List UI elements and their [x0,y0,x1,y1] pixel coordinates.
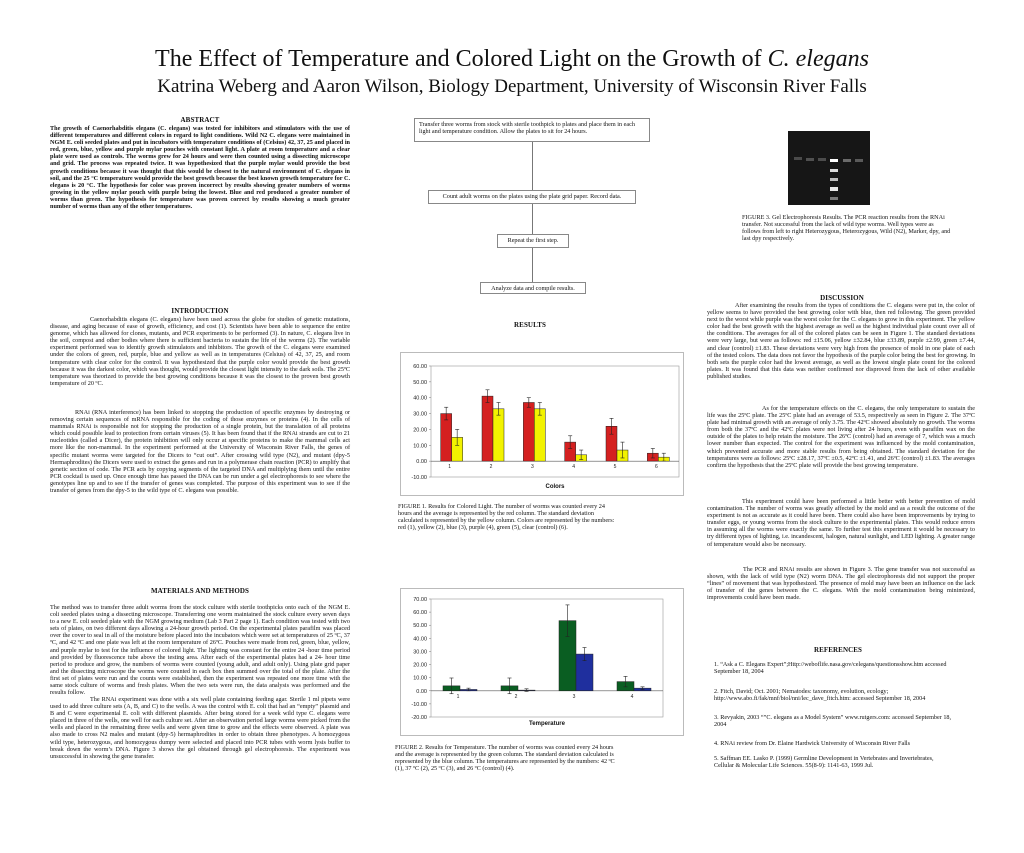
x-tick-label: 6 [655,464,658,470]
results-heading: RESULTS [514,321,546,329]
reference-item: 2. Fitch, David; Oct. 2001; Nematodes: t… [714,688,926,703]
reference-item: 3. Revyakin, 2003 “”C. elegans as a Mode… [714,714,952,729]
y-tick-label: 0.00 [416,689,427,695]
y-tick-label: 40.00 [413,396,427,402]
reference-item: 4. RNAi review from Dr. Elaine Hardwick … [714,740,911,747]
flowchart-step-3: Repeat the first step. [497,234,569,248]
discussion-p3: This experiment could have been performe… [707,498,975,548]
y-tick-label: 30.00 [413,412,427,418]
y-tick-label: 10.00 [413,443,427,449]
figure-2-chart-svg: 70.00 60.00 50.00 40.00 30.00 20.00 10.00 0.00 -… [411,597,664,727]
references-heading: REFERENCES [813,646,863,654]
x-tick-label: 3 [531,464,534,470]
bar [523,402,535,462]
flowchart-step-1: Transfer three worms from stock with ste… [414,118,650,142]
bar [440,413,452,462]
y-tick-label: 20.00 [413,427,427,433]
x-tick-label: 1 [448,464,451,470]
figure-2-chart: 70.00 60.00 50.00 40.00 30.00 20.00 10.00 0.00 -… [400,588,684,736]
flowchart-step-4: Analyze data and compile results. [480,282,586,294]
poster-title: The Effect of Temperature and Colored Li… [0,44,1024,74]
reference-item: 1. “Ask a C. Elegans Expert”;Http://webo… [714,661,947,676]
gel-bands [788,131,870,205]
figure-1-chart-svg: 60.00 50.00 40.00 30.00 20.00 10.00 0.00 -10.00… [411,364,680,490]
y-tick-label: -20.00 [411,715,427,721]
x-tick-label: 3 [573,694,576,700]
figure-1-chart: 60.00 50.00 40.00 30.00 20.00 10.00 0.00 -10.00… [400,352,684,496]
y-tick-label: 50.00 [413,380,427,386]
y-tick-label: 10.00 [413,676,427,682]
y-tick-label: 20.00 [413,663,427,669]
flowchart-connector-3 [532,248,533,282]
poster-title-plain: The Effect of Temperature and Colored Li… [155,46,768,72]
x-tick-label: 4 [631,694,634,700]
flowchart-connector-2 [532,204,533,234]
y-tick-label: -10.00 [411,475,427,481]
poster-authors: Katrina Weberg and Aaron Wilson, Biology… [157,76,867,97]
figure-1-caption: FIGURE 1. Results for Colored Light. The… [398,503,615,532]
introduction-p1: Caenorhabditis elegans (C. elegans) have… [50,316,350,387]
y-tick-label: 60.00 [413,610,427,616]
figure-2-caption: FIGURE 2. Results for Temperature. The n… [395,744,615,773]
y-tick-label: 50.00 [413,623,427,629]
discussion-heading: DISCUSSION [820,294,864,302]
flowchart-connector-1 [532,142,533,190]
bar [492,408,505,462]
plot-area [430,365,680,478]
discussion-p4: The PCR and RNAi results are shown in Fi… [707,566,975,602]
flowchart-step-2: Count adult worms on the plates using th… [428,190,636,204]
x-axis-label: Colors [545,484,565,490]
y-tick-label: -10.00 [411,702,427,708]
methods-heading: MATERIALS AND METHODS [150,587,250,595]
figure-3-caption: FIGURE 3. Gel Electrophoresis Results. T… [742,214,951,243]
x-tick-label: 2 [515,694,518,700]
plot-area [430,598,664,718]
abstract-text: The growth of Caenorhabditis elegans (C.… [50,125,350,211]
x-tick-label: 1 [457,694,460,700]
y-tick-label: 30.00 [413,649,427,655]
y-tick-label: 60.00 [413,364,427,370]
x-tick-label: 4 [572,464,575,470]
introduction-p2: RNAi (RNA interference) has been linked … [50,409,350,495]
gel-electrophoresis-image [788,131,870,205]
x-tick-label: 5 [614,464,617,470]
y-tick-label: 0.00 [416,459,427,465]
y-tick-label: 40.00 [413,636,427,642]
bar [534,408,546,462]
discussion-p2: As for the temperature effects on the C.… [707,405,975,469]
methods-p1: The method was to transfer three adult w… [50,604,350,697]
abstract-heading: ABSTRACT [180,116,220,124]
discussion-p1: After examining the results from the typ… [707,302,975,380]
y-tick-label: 70.00 [413,597,427,603]
x-axis-label: Temperature [529,721,566,727]
introduction-heading: INTRODUCTION [171,307,229,315]
methods-p2: The RNAi experiment was done with a six … [50,696,350,760]
poster-title-species: C. elegans [767,46,869,72]
bar [481,395,494,462]
reference-item: 5. Saffman EE. Lasko P. (1999) Germline … [714,755,934,770]
x-tick-label: 2 [490,464,493,470]
